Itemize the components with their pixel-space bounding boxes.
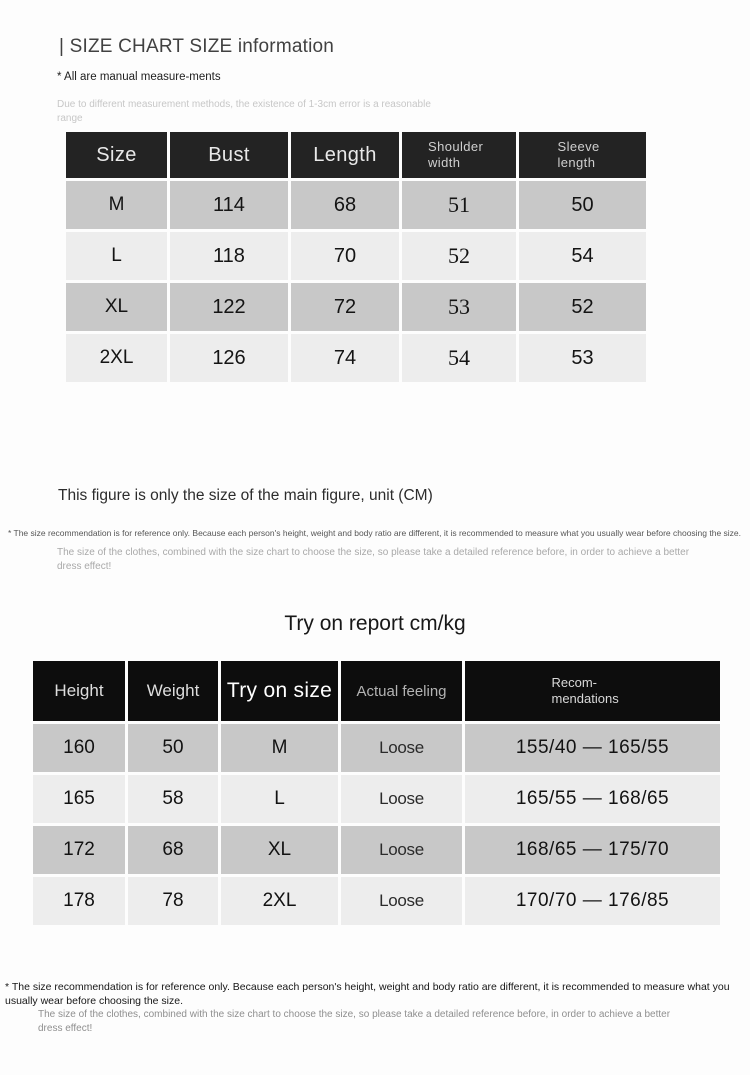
bust-cell: 122 (170, 283, 288, 331)
size-chart-table: Size Bust Length Shoulder width Sleeve l… (63, 129, 649, 385)
bust-cell: 114 (170, 181, 288, 229)
weight-cell: 78 (128, 877, 218, 925)
recommendation-cell: 170/70 — 176/85 (465, 877, 720, 925)
try-on-report-table: Height Weight Try on size Actual feeling… (30, 658, 723, 928)
unit-note: This figure is only the size of the main… (58, 487, 433, 504)
try-on-size-cell: M (221, 724, 338, 772)
try-on-report-title: Try on report cm/kg (284, 612, 466, 635)
detailed-reference-note-bottom: The size of the clothes, combined with t… (38, 1009, 671, 1034)
recommendation-cell: 155/40 — 165/55 (465, 724, 720, 772)
actual-feeling-cell: Loose (341, 724, 462, 772)
length-cell: 74 (291, 334, 399, 382)
size-recommendation-note: * The size recommendation is for referen… (8, 528, 742, 538)
actual-feeling-cell: Loose (341, 877, 462, 925)
shoulder-cell: 51 (402, 181, 516, 229)
weight-cell: 50 (128, 724, 218, 772)
bust-cell: 118 (170, 232, 288, 280)
tolerance-note: Due to different measurement methods, th… (57, 99, 431, 124)
table-row: XL 122 72 53 52 (66, 283, 646, 331)
sleeve-cell: 54 (519, 232, 646, 280)
table-row: L 118 70 52 54 (66, 232, 646, 280)
table-row: 172 68 XL Loose 168/65 — 175/70 (33, 826, 720, 874)
column-header-weight: Weight (128, 661, 218, 721)
length-cell: 68 (291, 181, 399, 229)
weight-cell: 58 (128, 775, 218, 823)
table-row: 178 78 2XL Loose 170/70 — 176/85 (33, 877, 720, 925)
actual-feeling-cell: Loose (341, 775, 462, 823)
height-cell: 165 (33, 775, 125, 823)
table-row: 2XL 126 74 54 53 (66, 334, 646, 382)
sleeve-cell: 50 (519, 181, 646, 229)
column-header-actual-feeling: Actual feeling (341, 661, 462, 721)
column-header-height: Height (33, 661, 125, 721)
bust-cell: 126 (170, 334, 288, 382)
recommendation-cell: 168/65 — 175/70 (465, 826, 720, 874)
size-cell: 2XL (66, 334, 167, 382)
size-chart-header-row: Size Bust Length Shoulder width Sleeve l… (66, 132, 646, 178)
size-cell: XL (66, 283, 167, 331)
shoulder-cell: 54 (402, 334, 516, 382)
height-cell: 160 (33, 724, 125, 772)
try-on-size-cell: 2XL (221, 877, 338, 925)
table-row: 165 58 L Loose 165/55 — 168/65 (33, 775, 720, 823)
size-cell: M (66, 181, 167, 229)
length-cell: 70 (291, 232, 399, 280)
table-row: M 114 68 51 50 (66, 181, 646, 229)
manual-measurement-note: * All are manual measure-ments (57, 71, 221, 83)
page-title: | SIZE CHART SIZE information (59, 36, 335, 57)
length-cell: 72 (291, 283, 399, 331)
size-cell: L (66, 232, 167, 280)
column-header-recommendations: Recom-mendations (465, 661, 720, 721)
shoulder-cell: 53 (402, 283, 516, 331)
try-on-header-row: Height Weight Try on size Actual feeling… (33, 661, 720, 721)
try-on-size-cell: L (221, 775, 338, 823)
weight-cell: 68 (128, 826, 218, 874)
actual-feeling-cell: Loose (341, 826, 462, 874)
column-header-bust: Bust (170, 132, 288, 178)
column-header-size: Size (66, 132, 167, 178)
size-recommendation-note-bottom: * The size recommendation is for referen… (5, 981, 730, 1007)
height-cell: 172 (33, 826, 125, 874)
table-row: 160 50 M Loose 155/40 — 165/55 (33, 724, 720, 772)
detailed-reference-note: The size of the clothes, combined with t… (57, 547, 690, 572)
column-header-shoulder-width: Shoulder width (402, 132, 516, 178)
shoulder-cell: 52 (402, 232, 516, 280)
try-on-size-cell: XL (221, 826, 338, 874)
column-header-sleeve-length: Sleeve length (519, 132, 646, 178)
height-cell: 178 (33, 877, 125, 925)
sleeve-cell: 52 (519, 283, 646, 331)
column-header-length: Length (291, 132, 399, 178)
column-header-try-on-size: Try on size (221, 661, 338, 721)
sleeve-cell: 53 (519, 334, 646, 382)
recommendation-cell: 165/55 — 168/65 (465, 775, 720, 823)
